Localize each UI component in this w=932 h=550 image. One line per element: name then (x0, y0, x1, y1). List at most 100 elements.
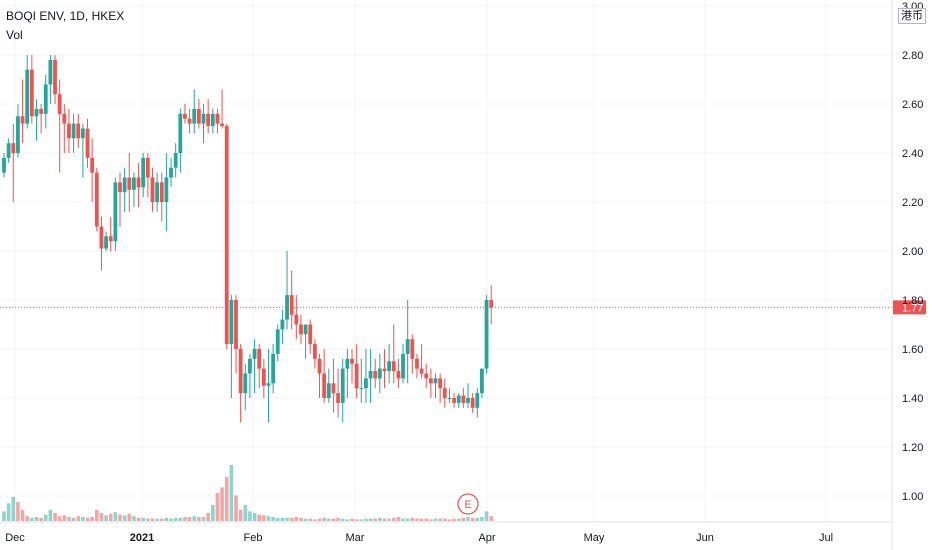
candle-body (470, 398, 475, 408)
volume-bar (127, 513, 132, 521)
volume-bar (405, 518, 410, 521)
candle-body (141, 157, 146, 188)
volume-bar (313, 519, 317, 521)
candle-body (340, 368, 345, 403)
last-price-label-bg (893, 300, 926, 315)
volume-bar (447, 519, 452, 521)
candle-body (322, 373, 327, 398)
volume-bar (229, 465, 234, 521)
volume-bar (340, 518, 345, 521)
candle-body (159, 182, 164, 202)
volume-bar (159, 518, 164, 521)
volume-bar (359, 519, 364, 521)
candle-body (122, 177, 127, 193)
time-axis[interactable]: Dec 2021 Feb Mar Apr May Jun Jul (0, 521, 892, 544)
time-tick-label: Feb (244, 532, 263, 544)
candle-body (85, 128, 90, 158)
volume-bar (262, 515, 266, 521)
candle-body (53, 59, 57, 95)
candle-body (80, 128, 85, 139)
price-tick-label: 2.20 (902, 197, 923, 209)
grid-lines (0, 0, 892, 522)
volume-bar (122, 515, 127, 521)
volume-bar (215, 493, 220, 521)
candle-body (387, 361, 392, 372)
price-axis[interactable]: 3.002.802.602.402.202.001.801.601.401.20… (891, 0, 923, 550)
volume-bar (95, 509, 99, 521)
volume-bar (266, 516, 271, 521)
candle-body (25, 69, 30, 124)
candle-body (248, 358, 252, 374)
candle-body (136, 177, 141, 188)
candle-body (299, 324, 303, 335)
candle-body (456, 395, 461, 403)
candle-body (405, 339, 410, 354)
volume-bar (187, 517, 192, 521)
candle-body (480, 368, 484, 394)
volume-bar (419, 518, 424, 521)
volume-bar (382, 518, 387, 521)
candle-body (108, 236, 113, 242)
volume-bar (169, 518, 173, 521)
price-tick-label: 2.40 (902, 148, 923, 160)
volume-bar (396, 517, 401, 521)
event-markers[interactable]: E (457, 493, 479, 515)
volume-bar (141, 517, 145, 521)
volume-bar (132, 516, 136, 521)
volume-bar (81, 517, 85, 521)
volume-bar (275, 517, 280, 521)
candle-body (257, 349, 262, 369)
volume-bar (108, 513, 113, 521)
candle-body (132, 177, 136, 190)
volume-bar (211, 505, 215, 521)
time-tick-label: Jun (696, 532, 714, 544)
candle-body (48, 59, 53, 85)
volume-bar (308, 518, 313, 521)
volume-bar (294, 517, 299, 521)
volume-label: Vol (6, 28, 23, 42)
candle-body (447, 398, 452, 399)
candle-body (229, 300, 234, 345)
candle-body (238, 349, 243, 394)
volume-bar (34, 517, 39, 521)
time-tick-label: Mar (346, 532, 365, 544)
candle-body (401, 353, 405, 379)
candle-body (261, 368, 266, 386)
volume-bar (11, 497, 16, 521)
volume-bar (452, 518, 456, 521)
currency-badge[interactable]: 港币 (898, 8, 926, 24)
volume-bar (345, 519, 350, 521)
volume-bar (280, 517, 285, 521)
candle-body (410, 339, 415, 359)
candle-body (373, 371, 378, 379)
volume-bar (206, 513, 210, 521)
volume-bar (25, 516, 29, 521)
earnings-event-label: E (464, 499, 471, 511)
candle-body (210, 113, 215, 127)
candle-body (127, 177, 132, 190)
candle-body (104, 236, 108, 249)
candle-body (20, 116, 25, 124)
price-tick-label: 1.00 (902, 491, 923, 503)
candle-body (428, 378, 433, 384)
volume-bar (331, 518, 336, 521)
volume-bar (364, 518, 368, 521)
volume-bar (155, 518, 159, 521)
candle-body (34, 108, 39, 117)
symbol-title: BOQI ENV, 1D, HKEX (6, 9, 125, 23)
volume-bar (238, 509, 243, 521)
earnings-event-marker (457, 493, 479, 515)
price-tick-label: 1.60 (902, 344, 923, 356)
volume-bar (146, 518, 150, 521)
volume-bar (6, 503, 11, 521)
candle-body (433, 378, 438, 384)
volume-bar (475, 517, 480, 521)
volume-bar (136, 517, 141, 521)
candle-body (252, 349, 257, 359)
volume-bar (443, 518, 447, 521)
volume-bar (62, 515, 67, 521)
candle-body (368, 371, 373, 379)
candle-body (396, 371, 401, 379)
volume-bar (201, 517, 206, 521)
